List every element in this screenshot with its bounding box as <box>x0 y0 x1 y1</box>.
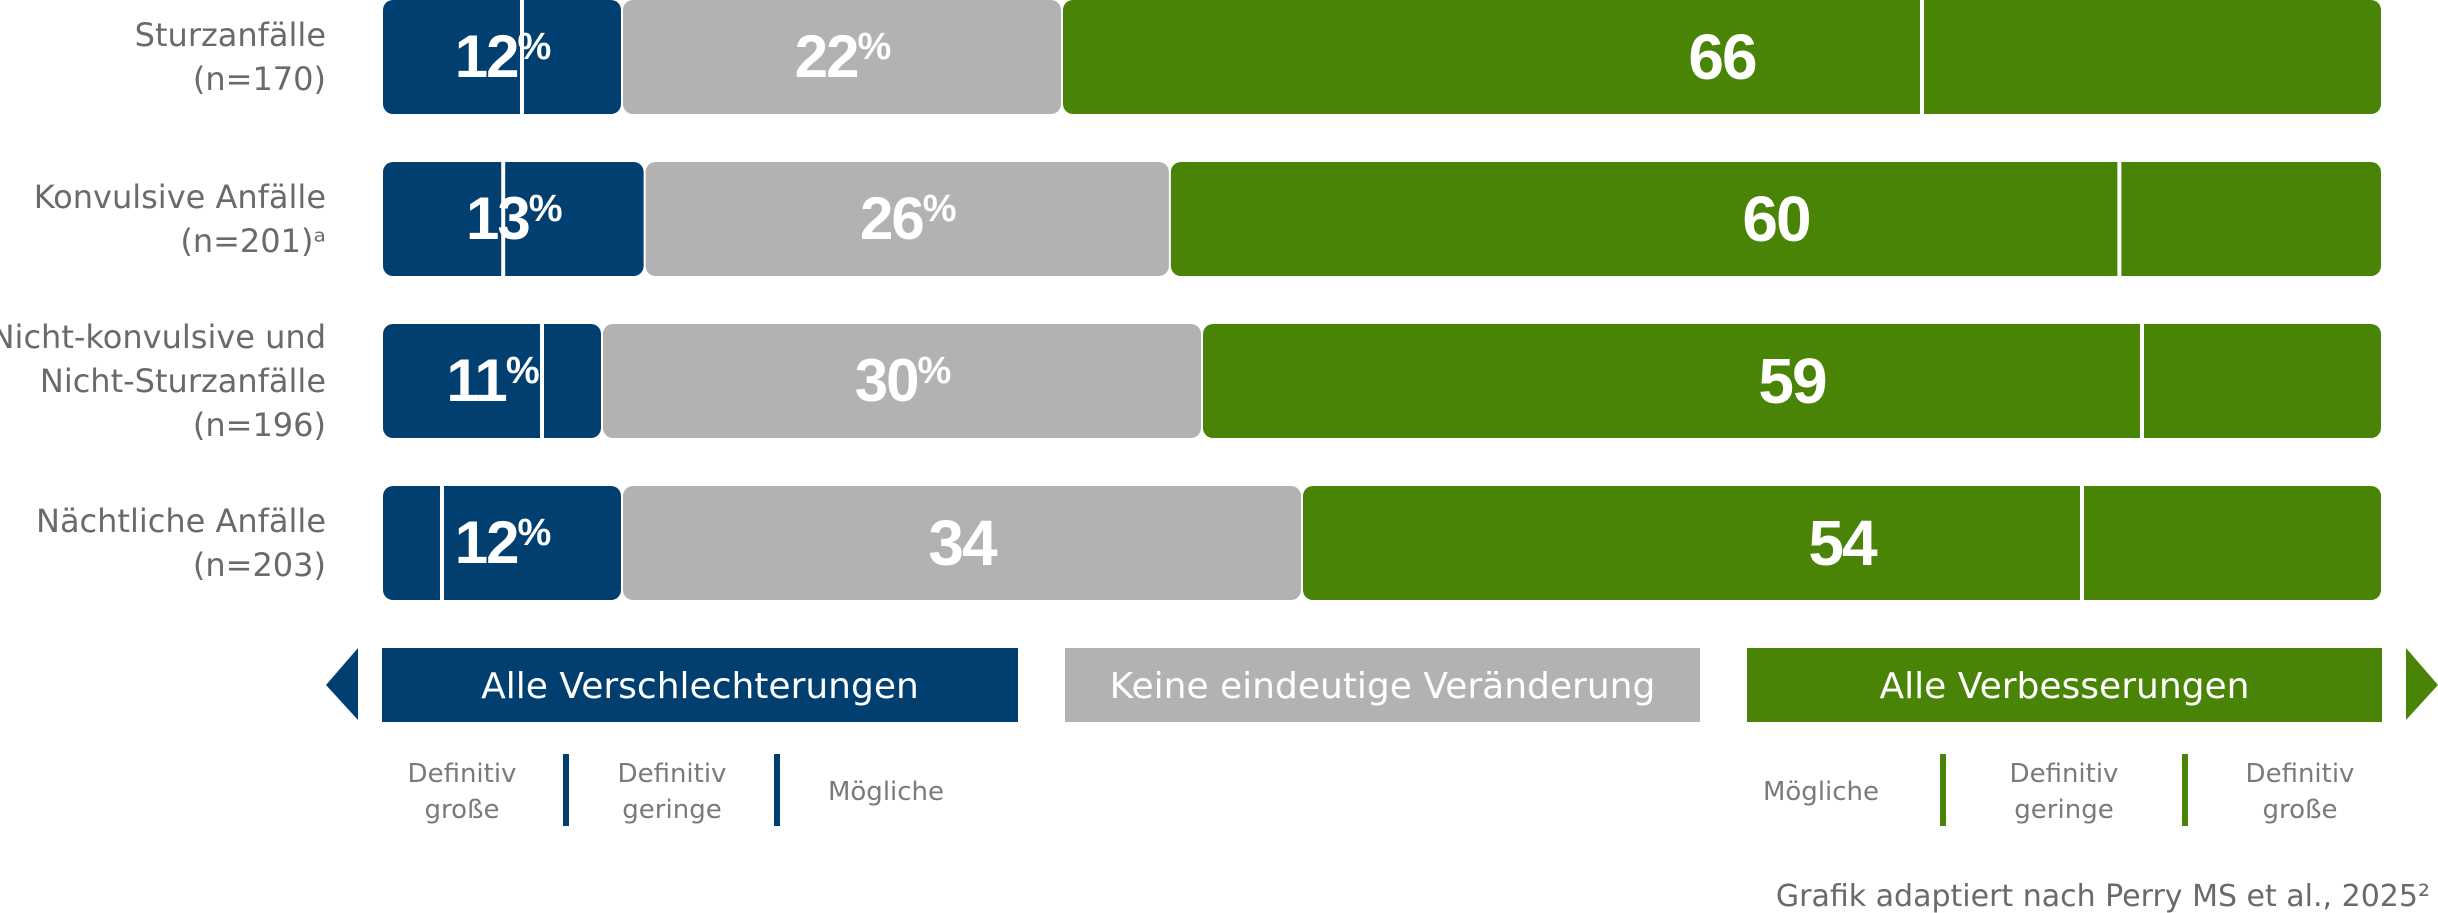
sub-legend-label: große <box>2263 795 2338 825</box>
sub-legend-label: Mögliche <box>1763 777 1879 807</box>
legend-label: Keine eindeutige Veränderung <box>1110 666 1656 707</box>
bar-segment-better <box>1170 162 2381 276</box>
data-label: 13% <box>466 185 562 252</box>
category-label: (n=170) <box>193 60 326 98</box>
category-label: Sturzanfälle <box>135 16 326 54</box>
arrow-right-icon <box>2406 648 2438 720</box>
data-label: 60 <box>1742 183 1809 255</box>
data-label: 11% <box>446 347 538 414</box>
category-label: Nächtliche Anfälle <box>36 502 326 540</box>
source-note: Grafik adaptiert nach Perry MS et al., 2… <box>1776 879 2430 913</box>
bar-segment-better <box>1063 0 2381 114</box>
category-label: (n=203) <box>193 546 326 584</box>
bar-segment-better <box>1303 486 2381 600</box>
data-label: 54 <box>1808 507 1878 579</box>
sub-legend-label: Definitiv <box>618 759 727 789</box>
legend-box-better <box>1747 648 2382 722</box>
data-label: 34 <box>928 507 998 579</box>
data-label: 12% <box>455 509 551 576</box>
data-label: 59 <box>1758 345 1826 417</box>
bar-segment-worse <box>383 324 601 438</box>
legend-label: Alle Verbesserungen <box>1880 666 2250 707</box>
data-label: 66 <box>1688 21 1756 93</box>
sub-legend-label: Definitiv <box>2246 759 2355 789</box>
sub-legend-label: große <box>425 795 500 825</box>
bar-segment-none <box>645 162 1169 276</box>
bar-segment-worse <box>383 0 621 114</box>
arrow-left-icon <box>326 648 358 720</box>
sub-legend-label: geringe <box>622 795 721 825</box>
bar-segment-none <box>623 486 1301 600</box>
data-label: 26% <box>860 185 956 252</box>
sub-legend-label: Definitiv <box>408 759 517 789</box>
category-label: Nicht-konvulsive und <box>0 318 326 356</box>
legend-label: Alle Verschlechterungen <box>481 666 919 707</box>
legend-box-none <box>1065 648 1700 722</box>
data-label: 22% <box>795 23 891 90</box>
data-label: 30% <box>855 347 951 414</box>
sub-legend-label: Definitiv <box>2010 759 2119 789</box>
category-label: (n=196) <box>193 406 326 444</box>
legend-box-worse <box>382 648 1018 722</box>
bar-segment-none <box>623 0 1061 114</box>
bar-segment-worse <box>383 162 644 276</box>
bar-segment-none <box>603 324 1201 438</box>
sub-legend-label: Mögliche <box>828 777 944 807</box>
sub-legend-label: geringe <box>2014 795 2113 825</box>
category-label: Konvulsive Anfälle <box>34 178 326 216</box>
data-label: 12% <box>455 23 551 90</box>
bar-segment-better <box>1203 324 2381 438</box>
category-label: Nicht-Sturzanfälle <box>40 362 326 400</box>
category-label: (n=201)ᵃ <box>180 222 326 260</box>
